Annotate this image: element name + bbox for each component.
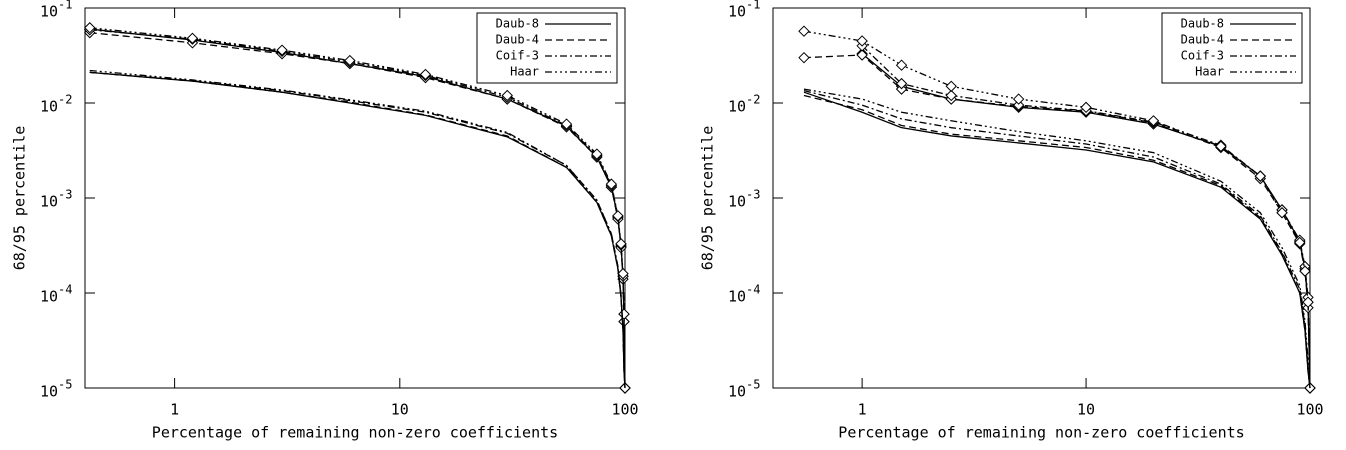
y-axis-label: 68/95 percentile xyxy=(11,126,29,271)
marker xyxy=(605,178,618,190)
y-tick-exponent: -2 xyxy=(746,93,760,107)
y-tick-exponent: -1 xyxy=(58,0,72,12)
marker xyxy=(895,77,908,90)
series-line xyxy=(89,71,626,389)
marker xyxy=(798,51,810,64)
series-line xyxy=(803,91,1311,389)
y-tick-exponent: -4 xyxy=(746,283,760,297)
x-tick-label: 1 xyxy=(170,401,179,419)
marker xyxy=(1299,265,1311,277)
y-tick-label: 10 xyxy=(40,288,58,306)
marker xyxy=(84,22,96,34)
marker xyxy=(612,210,624,222)
y-tick-label: 10 xyxy=(40,98,58,116)
marker xyxy=(1294,236,1306,249)
legend-label: Daub-4 xyxy=(1181,33,1224,47)
marker xyxy=(1302,296,1314,308)
legend-box xyxy=(1161,12,1303,84)
x-axis-label: Percentage of remaining non-zero coeffic… xyxy=(838,424,1244,442)
marker xyxy=(186,32,199,44)
series-line xyxy=(861,45,1311,389)
y-tick-label: 10 xyxy=(728,288,746,306)
y-tick-exponent: -5 xyxy=(746,378,760,392)
marker xyxy=(1012,93,1025,105)
marker xyxy=(895,59,908,71)
y-tick-label: 10 xyxy=(40,193,58,211)
y-tick-exponent: -3 xyxy=(58,188,72,202)
y-tick-exponent: -1 xyxy=(746,0,760,12)
marker xyxy=(1215,140,1227,153)
series-line xyxy=(89,29,626,389)
legend-label: Daub-4 xyxy=(496,33,539,47)
legend-label: Daub-8 xyxy=(1181,17,1224,31)
marker xyxy=(615,238,627,250)
series-line xyxy=(803,88,1311,389)
legend-label: Haar xyxy=(510,65,539,79)
marker xyxy=(617,267,629,280)
series-line xyxy=(803,30,1311,389)
legend-label: Daub-8 xyxy=(496,17,539,31)
x-tick-label: 10 xyxy=(391,401,409,419)
marker xyxy=(344,54,356,67)
x-axis-label: Percentage of remaining non-zero coeffic… xyxy=(152,424,558,442)
marker xyxy=(591,148,603,160)
series-line xyxy=(89,69,626,389)
marker xyxy=(618,308,630,320)
y-axis-label: 68/95 percentile xyxy=(699,126,717,271)
series-line xyxy=(89,32,626,389)
legend-box xyxy=(476,12,618,84)
y-tick-label: 10 xyxy=(40,383,58,401)
y-tick-label: 10 xyxy=(728,3,746,21)
marker xyxy=(1254,170,1267,182)
y-tick-label: 10 xyxy=(728,98,746,116)
legend-label: Coif-3 xyxy=(1181,49,1224,63)
y-tick-exponent: -2 xyxy=(58,93,72,107)
series-line xyxy=(803,89,1311,389)
x-tick-label: 100 xyxy=(1296,401,1323,419)
marker xyxy=(1147,115,1160,127)
marker xyxy=(501,89,513,102)
x-tick-label: 1 xyxy=(858,401,867,419)
y-tick-label: 10 xyxy=(40,3,58,21)
marker xyxy=(1276,207,1288,219)
series-line xyxy=(89,71,626,389)
marker xyxy=(945,89,957,102)
x-tick-label: 100 xyxy=(611,401,638,419)
marker xyxy=(560,118,573,130)
marker xyxy=(856,49,868,61)
series-line xyxy=(89,71,626,389)
marker xyxy=(856,35,868,47)
y-tick-label: 10 xyxy=(728,383,746,401)
marker xyxy=(1080,101,1092,114)
legend-label: Coif-3 xyxy=(496,49,539,63)
marker xyxy=(276,44,288,56)
y-tick-exponent: -5 xyxy=(58,378,72,392)
y-tick-label: 10 xyxy=(728,193,746,211)
x-tick-label: 10 xyxy=(1077,401,1095,419)
marker xyxy=(945,80,957,92)
y-tick-exponent: -3 xyxy=(746,188,760,202)
legend-label: Haar xyxy=(1195,65,1224,79)
series-line xyxy=(803,94,1311,389)
marker xyxy=(798,25,810,37)
y-tick-exponent: -4 xyxy=(58,283,72,297)
marker xyxy=(419,68,432,81)
